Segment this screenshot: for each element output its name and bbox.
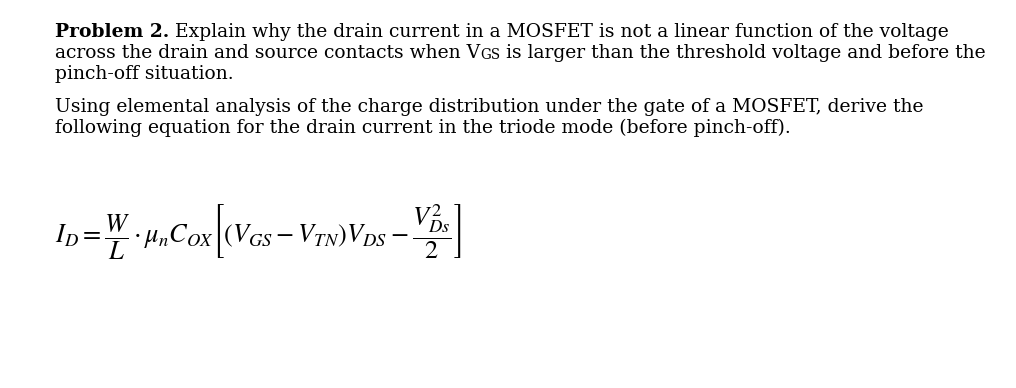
Text: Explain why the drain current in a MOSFET is not a linear function of the voltag: Explain why the drain current in a MOSFE… [170,23,949,41]
Text: Using elemental analysis of the charge distribution under the gate of a MOSFET, : Using elemental analysis of the charge d… [55,98,924,116]
Text: Problem 2.: Problem 2. [55,23,170,41]
Text: $I_D = \dfrac{W}{L} \cdot \mu_n C_{OX} \left[ (V_{GS} - V_{TN})V_{DS} - \dfrac{V: $I_D = \dfrac{W}{L} \cdot \mu_n C_{OX} \… [55,203,461,262]
Text: GS: GS [481,48,500,62]
Text: GS: GS [481,48,500,62]
Text: is larger than the threshold voltage and before the: is larger than the threshold voltage and… [500,44,986,62]
Text: across the drain and source contacts when V: across the drain and source contacts whe… [55,44,481,62]
Text: pinch-off situation.: pinch-off situation. [55,65,234,83]
Text: following equation for the drain current in the triode mode (before pinch-off).: following equation for the drain current… [55,119,790,137]
